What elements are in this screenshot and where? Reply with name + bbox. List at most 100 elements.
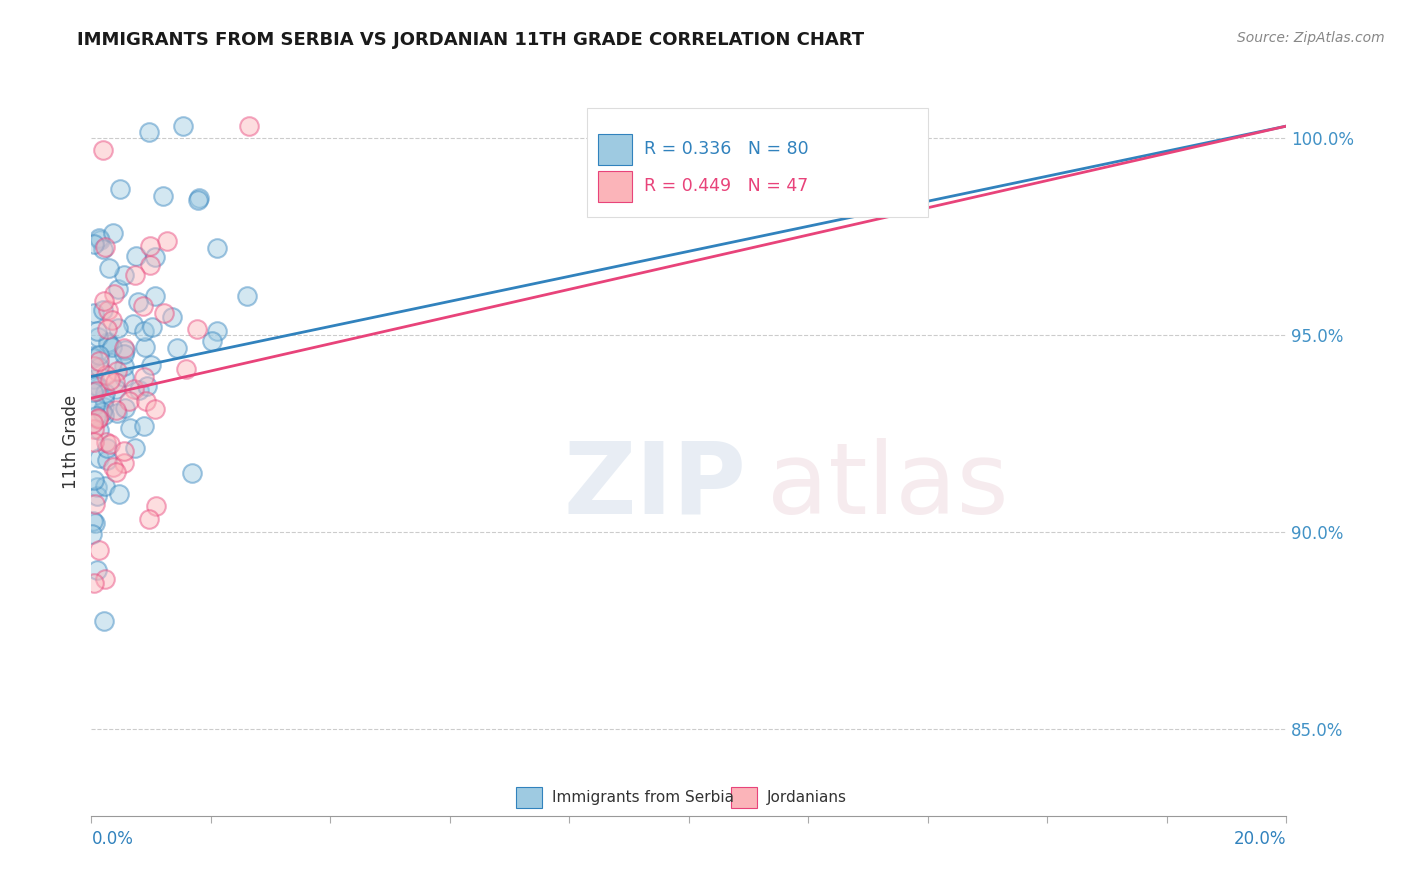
Point <box>100 313 122 327</box>
Point <box>160 310 183 324</box>
Point <box>87 380 110 394</box>
Point <box>135 393 157 408</box>
Point <box>181 467 204 481</box>
Point <box>127 295 149 310</box>
Point <box>205 325 228 339</box>
Point <box>143 250 166 264</box>
Point <box>82 417 104 431</box>
Point <box>145 500 167 514</box>
Point <box>83 434 105 449</box>
Point <box>124 268 146 282</box>
Point <box>89 353 111 368</box>
Point <box>103 226 125 240</box>
Bar <box>588 108 928 217</box>
Point <box>124 382 146 396</box>
Point <box>134 418 156 433</box>
Point <box>139 358 162 372</box>
Point <box>134 324 156 338</box>
Point <box>98 437 121 451</box>
Point <box>84 384 107 398</box>
Point <box>143 402 166 417</box>
Point <box>120 421 142 435</box>
Point <box>105 403 128 417</box>
Point <box>100 356 122 370</box>
Point <box>94 478 117 492</box>
Y-axis label: 11th Grade: 11th Grade <box>62 394 80 489</box>
Point <box>87 411 110 425</box>
Point <box>98 373 121 387</box>
Point <box>105 406 128 420</box>
Point <box>94 572 117 586</box>
Point <box>98 260 121 275</box>
Point <box>87 360 110 375</box>
Point <box>141 319 163 334</box>
Point <box>152 306 174 320</box>
Point <box>107 321 129 335</box>
Point <box>104 465 127 479</box>
Point <box>84 516 107 530</box>
Point <box>138 125 160 139</box>
Point <box>89 450 111 465</box>
Point <box>107 282 129 296</box>
Point <box>105 364 128 378</box>
Point <box>101 340 124 354</box>
Point <box>93 408 115 422</box>
Point <box>131 299 153 313</box>
Text: R = 0.336   N = 80: R = 0.336 N = 80 <box>644 140 808 159</box>
Point <box>93 240 115 254</box>
Point <box>82 385 104 400</box>
Point <box>82 349 104 363</box>
Point <box>86 489 108 503</box>
Point <box>201 334 224 349</box>
Text: atlas: atlas <box>766 438 1008 535</box>
Point <box>91 144 114 158</box>
Point <box>156 234 179 248</box>
Point <box>114 443 136 458</box>
Text: IMMIGRANTS FROM SERBIA VS JORDANIAN 11TH GRADE CORRELATION CHART: IMMIGRANTS FROM SERBIA VS JORDANIAN 11TH… <box>77 31 865 49</box>
Point <box>89 233 111 247</box>
Text: ZIP: ZIP <box>564 438 747 535</box>
Point <box>83 422 105 436</box>
Point <box>97 302 120 317</box>
Point <box>91 302 114 317</box>
Point <box>152 189 174 203</box>
Point <box>172 119 194 133</box>
Point <box>83 575 105 590</box>
Point <box>112 456 135 470</box>
Point <box>138 239 160 253</box>
Point <box>83 306 105 320</box>
Point <box>121 317 143 331</box>
Point <box>108 487 131 501</box>
Point <box>93 400 115 414</box>
Point <box>128 384 150 398</box>
Point <box>112 347 135 361</box>
Point <box>101 460 124 475</box>
Point <box>104 382 127 396</box>
Point <box>112 342 135 356</box>
Point <box>238 119 260 133</box>
Point <box>89 423 111 437</box>
Point <box>93 294 115 309</box>
Point <box>96 322 118 336</box>
Point <box>86 411 108 425</box>
Point <box>83 372 105 386</box>
Point <box>80 527 103 541</box>
Point <box>114 401 136 415</box>
Bar <box>731 787 756 808</box>
Text: Immigrants from Serbia: Immigrants from Serbia <box>551 790 734 805</box>
Point <box>186 322 208 336</box>
Point <box>82 351 104 366</box>
Point <box>97 334 120 349</box>
Text: Source: ZipAtlas.com: Source: ZipAtlas.com <box>1237 31 1385 45</box>
Point <box>114 343 136 357</box>
Bar <box>516 787 541 808</box>
Text: 20.0%: 20.0% <box>1234 830 1286 848</box>
Point <box>91 242 114 256</box>
Point <box>93 392 115 407</box>
Point <box>135 379 157 393</box>
Point <box>205 241 228 255</box>
Point <box>84 497 107 511</box>
Point <box>236 289 259 303</box>
Point <box>94 434 117 449</box>
Point <box>86 563 108 577</box>
